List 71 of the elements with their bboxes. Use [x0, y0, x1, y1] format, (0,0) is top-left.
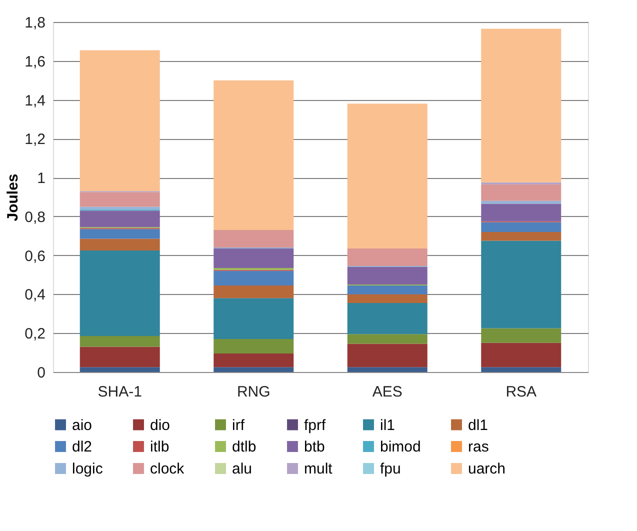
legend-label: itlb — [150, 438, 170, 456]
bar — [80, 336, 160, 347]
bar — [347, 294, 428, 303]
legend-label: bimod — [380, 438, 421, 456]
bar — [347, 302, 428, 334]
bar — [214, 354, 294, 368]
bar — [481, 240, 562, 328]
bar — [80, 206, 160, 210]
bar — [80, 238, 160, 250]
legend-label: logic — [72, 460, 104, 478]
legend-label: dtlb — [232, 438, 256, 456]
legend-label: ras — [468, 438, 489, 456]
x-tick-label: RSA — [506, 384, 537, 400]
y-tick-label: 0,4 — [24, 286, 46, 304]
bar — [481, 232, 562, 241]
bar — [80, 346, 160, 368]
bar — [80, 367, 160, 372]
legend-label: dio — [150, 416, 170, 434]
y-tick-label: 0 — [37, 364, 46, 382]
bar — [214, 298, 294, 339]
legend-label: alu — [232, 460, 252, 478]
y-tick-label: 0,8 — [24, 208, 46, 226]
x-tick-label: RNG — [236, 384, 270, 400]
legend-label: fprf — [304, 416, 327, 434]
bar — [347, 248, 428, 266]
legend-label: clock — [150, 460, 185, 478]
bar — [347, 334, 428, 344]
x-tick-label: SHA-1 — [98, 384, 142, 400]
bar — [481, 222, 562, 232]
bar — [481, 184, 562, 201]
bar — [214, 285, 294, 298]
y-tick-label: 1,2 — [24, 131, 46, 148]
bar — [214, 338, 294, 354]
bar — [80, 50, 160, 192]
bar — [347, 285, 428, 294]
bar — [214, 270, 294, 286]
bar — [481, 28, 562, 182]
bar — [80, 229, 160, 239]
bar — [481, 342, 562, 368]
bar — [347, 267, 428, 284]
bar — [214, 248, 294, 268]
legend-label: btb — [304, 438, 325, 456]
y-tick-label: 1,8 — [24, 14, 46, 32]
legend-label: irf — [232, 416, 246, 434]
legend-label: dl2 — [72, 438, 92, 456]
bar — [481, 328, 562, 343]
y-tick-label: 1,4 — [24, 92, 46, 110]
bar — [80, 250, 160, 336]
bar — [481, 367, 562, 372]
bar — [214, 230, 294, 248]
legend-label: fpu — [380, 460, 401, 478]
legend-label: aio — [72, 416, 92, 434]
legend-label: uarch — [468, 460, 506, 478]
x-tick-label: AES — [372, 384, 402, 400]
bar — [481, 200, 562, 204]
bar — [347, 344, 428, 368]
y-tick-label: 1,6 — [24, 53, 46, 70]
legend-label: mult — [304, 460, 334, 478]
legend-label: dl1 — [468, 416, 488, 434]
bar — [347, 367, 428, 372]
legend-label: il1 — [380, 416, 396, 434]
bar — [214, 80, 294, 230]
y-tick-label: 0,2 — [24, 326, 46, 343]
bar — [80, 192, 160, 207]
bar — [214, 367, 294, 372]
bar — [481, 204, 562, 222]
y-tick-label: 1 — [37, 170, 46, 188]
y-tick-label: 0,6 — [24, 248, 46, 265]
bar — [347, 104, 428, 249]
y-axis-title: Joules — [4, 174, 22, 222]
bar — [80, 210, 160, 228]
